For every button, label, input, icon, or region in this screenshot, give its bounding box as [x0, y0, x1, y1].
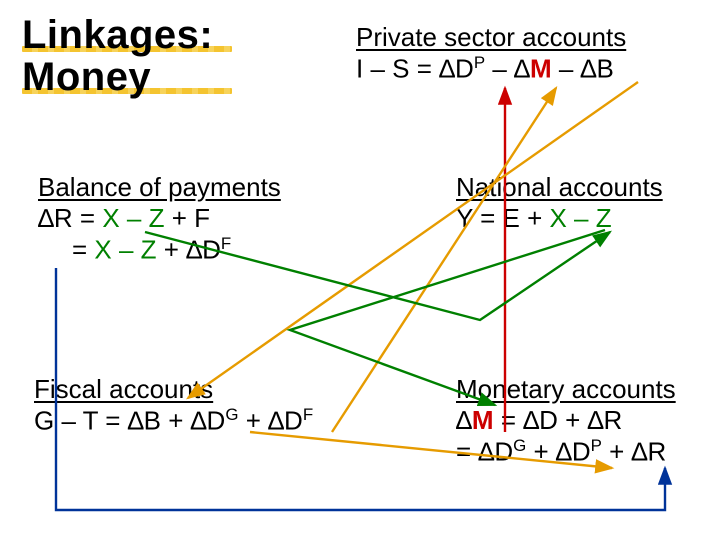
fiscal-df: D — [284, 406, 303, 436]
private-dp: D — [455, 54, 474, 84]
fiscal-db: B — [144, 406, 161, 436]
bop-l2-xz: X – Z — [94, 235, 156, 265]
delta: ∆ — [456, 405, 472, 435]
fiscal-dg-sup: G — [225, 405, 238, 424]
national-equation: Y = E + X – Z — [456, 203, 663, 234]
title-line1: Linkages: — [22, 13, 213, 57]
private-heading: Private sector accounts — [356, 22, 626, 53]
fiscal-equation: G – T = ∆B + ∆DG + ∆DF — [34, 405, 313, 437]
bop-eq-line2: = X – Z + ∆DF — [38, 234, 281, 266]
private-db: B — [596, 54, 613, 84]
delta: ∆ — [186, 235, 202, 265]
private-dp-sup: P — [474, 53, 485, 72]
monetary-eq1: = — [494, 405, 524, 435]
monetary-dg: D — [494, 437, 513, 467]
bop-eq-line1: ∆R = X – Z + F — [38, 203, 281, 234]
delta: ∆ — [514, 54, 530, 84]
monetary-heading: Monetary accounts — [456, 374, 676, 405]
delta: ∆ — [588, 405, 604, 435]
delta: ∆ — [128, 406, 144, 436]
delta: ∆ — [581, 54, 597, 84]
block-fiscal: Fiscal accounts G – T = ∆B + ∆DG + ∆DF — [34, 374, 313, 437]
monetary-d: D + — [539, 405, 587, 435]
delta: ∆ — [191, 406, 207, 436]
block-private: Private sector accounts I – S = ∆DP – ∆M… — [356, 22, 626, 85]
monetary-l2-eq: = — [456, 437, 478, 467]
monetary-plus1: + — [526, 437, 556, 467]
monetary-eq-line1: ∆M = ∆D + ∆R — [456, 405, 676, 436]
private-minus1: – — [485, 54, 514, 84]
monetary-dg-sup: G — [513, 436, 526, 455]
delta: ∆ — [38, 203, 54, 233]
slide-title: Linkages: Money — [22, 14, 213, 98]
fiscal-plus1: + — [161, 406, 191, 436]
title-line2: Money — [22, 55, 151, 99]
monetary-dp: D — [572, 437, 591, 467]
fiscal-eq: G – T = — [34, 406, 128, 436]
monetary-plus2: + — [602, 437, 632, 467]
fiscal-df-sup: F — [303, 405, 313, 424]
monetary-rr: R — [647, 437, 666, 467]
block-bop: Balance of payments ∆R = X – Z + F = X –… — [38, 172, 281, 266]
bop-l2-post: + — [157, 235, 187, 265]
delta: ∆ — [632, 437, 648, 467]
delta: ∆ — [523, 405, 539, 435]
bop-l2-pre: = — [72, 235, 94, 265]
fiscal-heading: Fiscal accounts — [34, 374, 313, 405]
bop-l1-xz: X – Z — [102, 203, 164, 233]
bop-l1-post: + F — [164, 203, 210, 233]
national-eq-pre: Y = E + — [456, 203, 549, 233]
fiscal-plus2: + — [238, 406, 268, 436]
delta: ∆ — [478, 437, 494, 467]
monetary-m: M — [472, 405, 494, 435]
bop-l2-df-sup: F — [221, 234, 231, 253]
fiscal-dg: D — [207, 406, 226, 436]
delta: ∆ — [268, 406, 284, 436]
block-monetary: Monetary accounts ∆M = ∆D + ∆R = ∆DG + ∆… — [456, 374, 676, 468]
monetary-dp-sup: P — [591, 436, 602, 455]
private-eq-prefix: I – S = — [356, 54, 439, 84]
private-m: M — [530, 54, 552, 84]
private-minus2: – — [552, 54, 581, 84]
bop-l2-df: D — [202, 235, 221, 265]
block-national: National accounts Y = E + X – Z — [456, 172, 663, 234]
bop-heading: Balance of payments — [38, 172, 281, 203]
delta: ∆ — [439, 54, 455, 84]
delta: ∆ — [556, 437, 572, 467]
monetary-r: R — [604, 405, 623, 435]
bop-l1-pre: R = — [54, 203, 102, 233]
national-heading: National accounts — [456, 172, 663, 203]
monetary-eq-line2: = ∆DG + ∆DP + ∆R — [456, 436, 676, 468]
private-equation: I – S = ∆DP – ∆M – ∆B — [356, 53, 626, 85]
national-eq-xz: X – Z — [549, 203, 611, 233]
